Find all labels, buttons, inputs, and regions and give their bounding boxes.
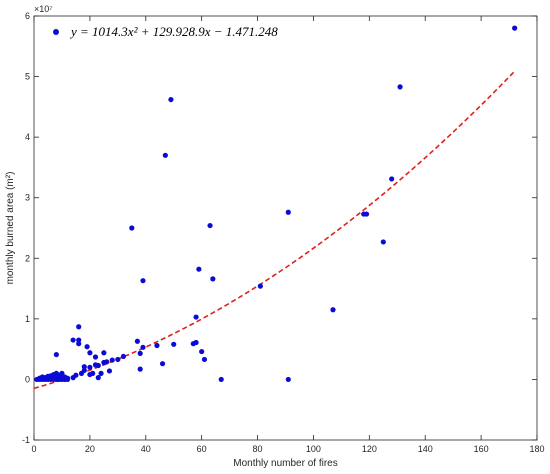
data-point: [210, 276, 216, 282]
data-point: [137, 350, 143, 356]
plot-frame: [33, 15, 538, 441]
x-tick-label: 100: [306, 444, 321, 454]
y-tick-label: 5: [25, 72, 30, 82]
data-point: [512, 25, 518, 31]
data-point: [109, 357, 115, 363]
data-point: [380, 239, 386, 245]
x-tick-label: 40: [141, 444, 151, 454]
data-point: [76, 324, 82, 330]
y-tick-label: 1: [25, 314, 30, 324]
data-point: [171, 341, 177, 347]
data-point: [84, 344, 90, 350]
legend: y = 1014.3x² + 129.928.9x − 1.471.248: [53, 24, 278, 39]
data-point: [81, 364, 87, 370]
data-point: [98, 370, 104, 376]
data-point: [134, 338, 140, 344]
data-point: [81, 367, 87, 373]
data-point: [76, 337, 82, 343]
x-tick-label: 160: [474, 444, 489, 454]
data-point: [207, 222, 213, 229]
data-point: [285, 376, 291, 383]
legend-text: y = 1014.3x² + 129.928.9x − 1.471.248: [69, 24, 278, 39]
x-tick-label: 60: [197, 444, 207, 454]
x-tick-label: 0: [31, 444, 36, 454]
x-tick-label: 20: [85, 444, 95, 454]
data-point: [140, 278, 146, 284]
data-point: [218, 376, 224, 383]
data-point: [106, 368, 113, 374]
data-point: [168, 96, 174, 103]
data-point: [140, 344, 146, 350]
y-axis-exponent: ×10⁷: [34, 4, 53, 14]
data-point: [257, 283, 263, 289]
data-point: [137, 366, 143, 372]
y-axis-label: monthly burned area (m²): [5, 172, 16, 285]
points-layer: [34, 25, 518, 383]
data-point: [104, 359, 110, 365]
x-tick-label: 140: [418, 444, 433, 454]
data-point: [159, 361, 166, 367]
data-point: [154, 342, 160, 349]
data-point: [73, 372, 79, 378]
data-point: [196, 266, 202, 272]
data-point: [120, 353, 127, 360]
data-point: [201, 356, 208, 363]
y-tick-label: 0: [25, 374, 30, 384]
data-point: [115, 356, 121, 363]
x-tick-label: 80: [253, 444, 263, 454]
data-point: [330, 307, 336, 313]
data-point: [76, 341, 82, 347]
data-point: [193, 339, 199, 346]
y-tick-label: 2: [25, 253, 30, 263]
x-axis-label: Monthly number of fires: [233, 458, 338, 469]
data-point: [363, 211, 370, 217]
y-tick-label: 6: [25, 11, 30, 21]
data-point: [70, 337, 76, 343]
x-tick-label: 120: [362, 444, 377, 454]
data-point: [87, 350, 93, 356]
data-point: [193, 314, 199, 320]
y-tick-label: -1: [22, 435, 30, 445]
data-point: [389, 176, 395, 182]
data-point: [53, 351, 59, 358]
data-point: [92, 354, 99, 360]
data-point: [90, 370, 96, 376]
data-point: [285, 209, 291, 215]
data-point: [101, 350, 107, 356]
data-point: [95, 362, 101, 369]
data-point: [162, 152, 168, 158]
legend-marker: [53, 29, 59, 35]
data-point: [87, 364, 93, 370]
data-point: [129, 225, 135, 231]
data-point: [199, 348, 205, 355]
data-point: [397, 84, 403, 90]
x-tick-label: 180: [529, 444, 544, 454]
data-point: [64, 375, 71, 381]
data-point: [95, 375, 101, 381]
y-tick-label: 4: [25, 132, 30, 142]
y-tick-label: 3: [25, 193, 30, 203]
